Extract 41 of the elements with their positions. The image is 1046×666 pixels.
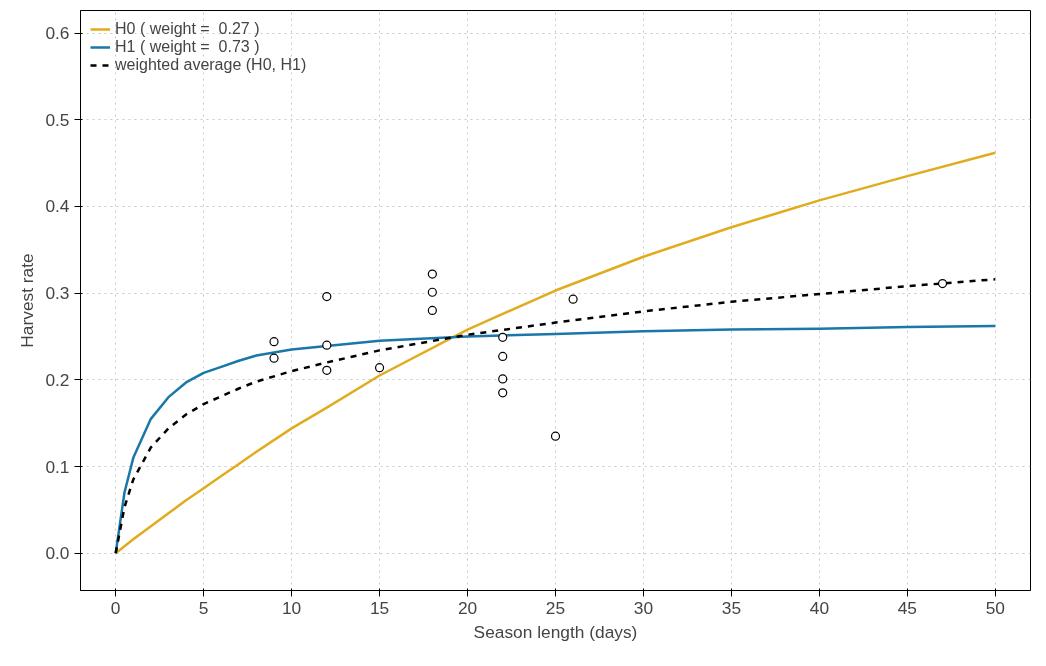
point (498, 332, 508, 342)
y-tick-label: 0.6 (45, 23, 70, 44)
point (498, 351, 508, 362)
x-axis-title: Season length (days) (473, 621, 638, 642)
x-tick-label: 50 (985, 597, 1005, 618)
x-tick-label: 40 (809, 597, 830, 618)
y-tick-label: 0.5 (45, 109, 70, 130)
line-series (114, 278, 997, 555)
y-tick-label: 0.1 (45, 456, 70, 477)
x-tick-label: 35 (721, 597, 742, 618)
x-tick-label: 30 (633, 597, 654, 618)
x-tick-label: 20 (457, 597, 478, 618)
point (374, 363, 385, 373)
y-tick-label: 0.0 (45, 543, 70, 564)
point (269, 337, 279, 347)
y-axis-title: Harvest rate (17, 253, 38, 348)
point (427, 269, 437, 279)
y-tick-label: 0.2 (45, 369, 70, 390)
point (937, 279, 948, 289)
point (322, 292, 332, 302)
point (550, 431, 561, 441)
legend-label: H1 ( weight = 0.73 ) (115, 38, 260, 56)
y-tick-label: 0.3 (45, 283, 70, 304)
point (498, 374, 508, 384)
point (269, 353, 279, 363)
x-tick-label: 45 (897, 597, 917, 618)
x-tick-label: 25 (545, 597, 566, 618)
x-tick-label: 0 (110, 597, 121, 618)
x-tick-label: 15 (369, 597, 390, 618)
point (427, 305, 437, 316)
line-series (114, 151, 997, 555)
point (568, 294, 578, 304)
x-tick-label: 10 (281, 597, 302, 618)
legend-label: weighted average (H0, H1) (115, 56, 307, 74)
point (427, 287, 437, 297)
point (322, 340, 332, 350)
x-tick-label: 5 (198, 597, 209, 618)
y-tick-label: 0.4 (45, 196, 70, 217)
legend-label: H0 ( weight = 0.27 ) (115, 20, 260, 38)
point (322, 365, 332, 375)
point (498, 388, 508, 398)
